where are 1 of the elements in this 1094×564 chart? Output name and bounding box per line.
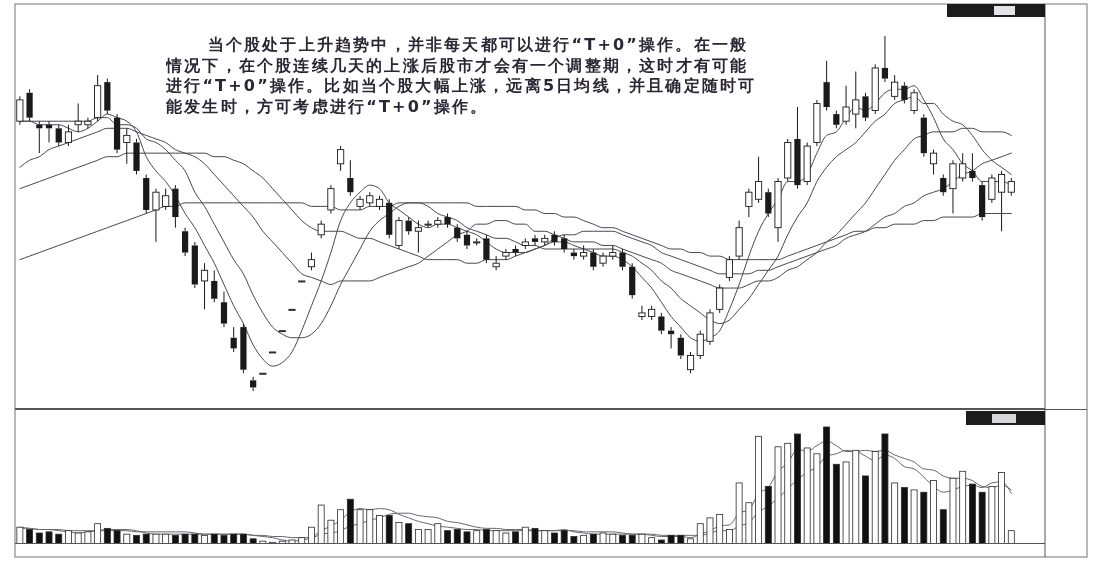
annotation: 当个股处于上升趋势中，并非每天都可以进行“T+0”操作。在一般情况下，在个股连续几天的上涨后股市才会有一个调整期，这时才有可能进行“T+0”操作。比如当个股大幅上涨，远离5日均线，并且确定随时可能发生时，方可考虑进行“T+0”操作。 <box>166 35 758 117</box>
